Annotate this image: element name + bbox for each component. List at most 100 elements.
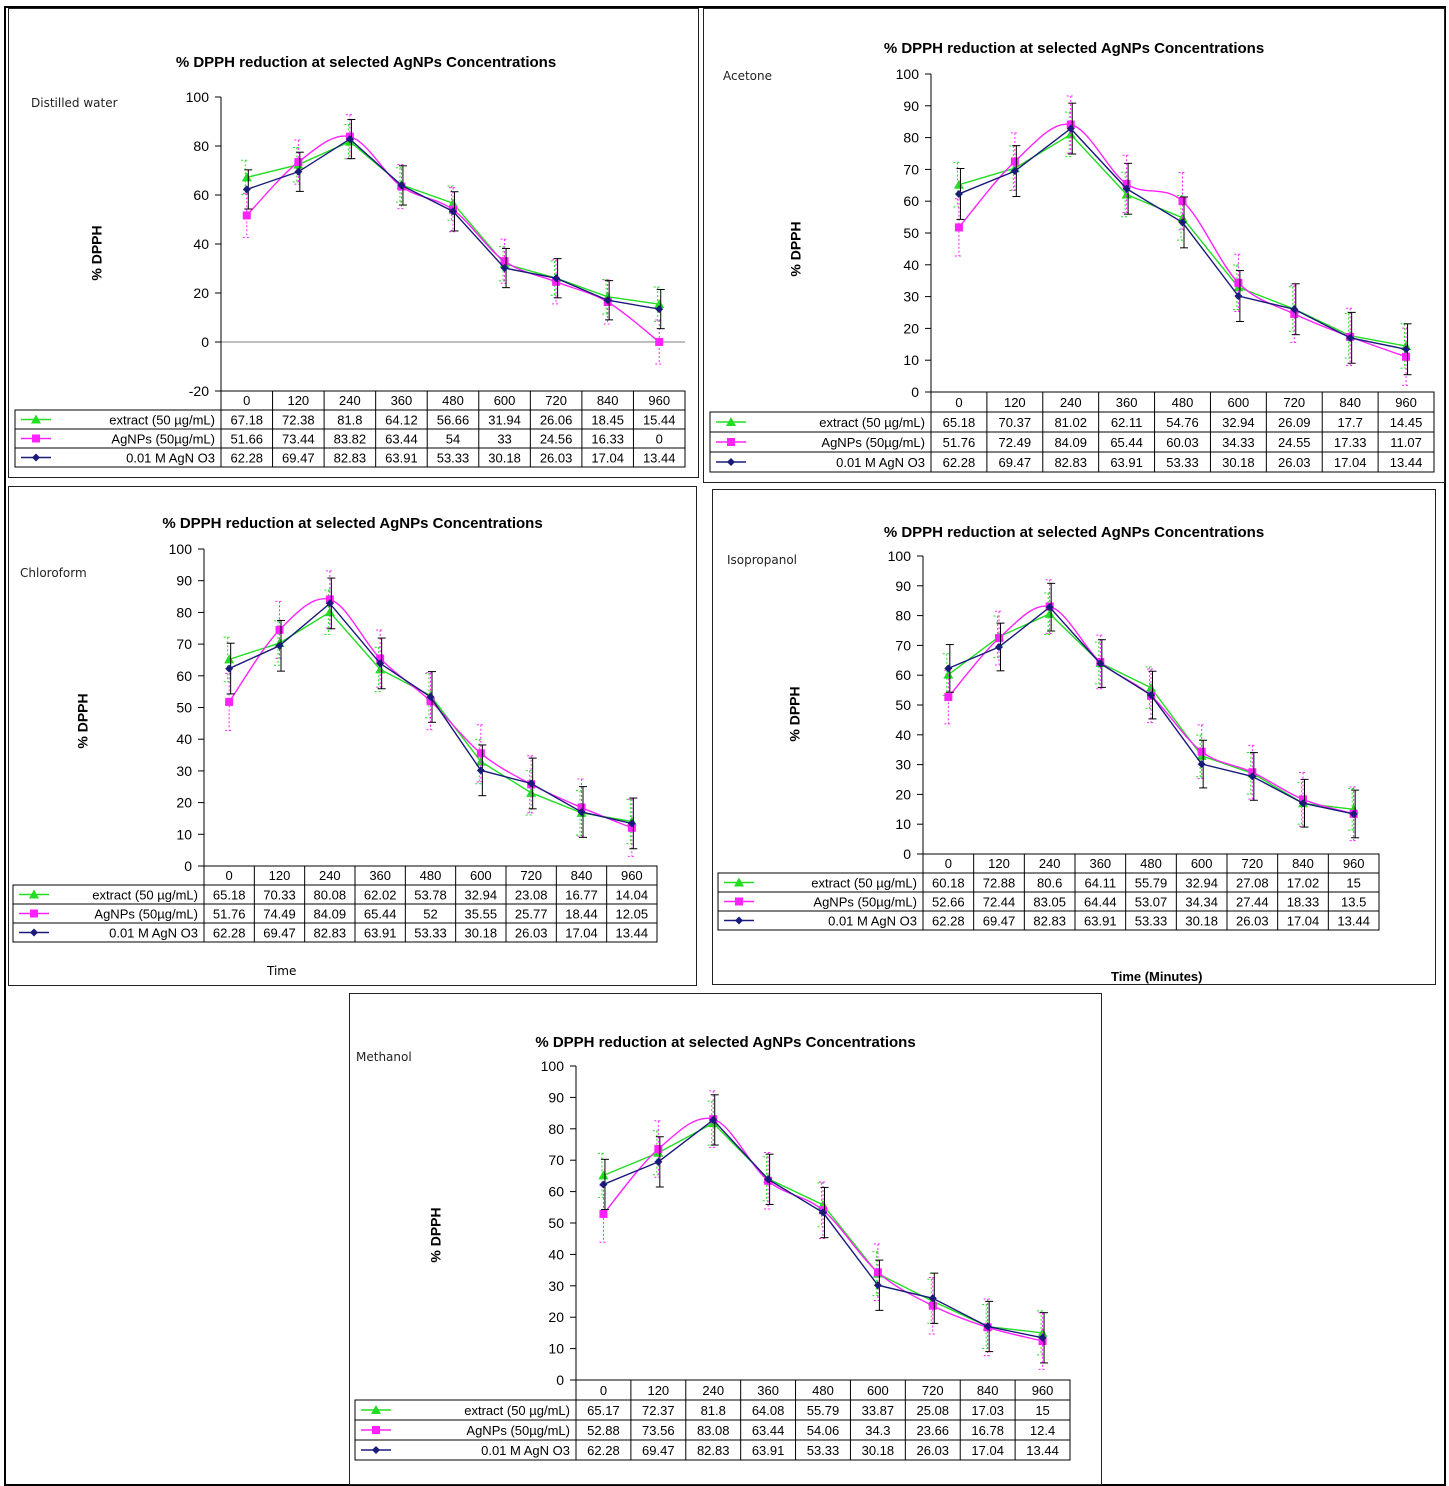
- x-tick-label: 840: [1339, 395, 1361, 410]
- table-cell-value: 72.49: [999, 435, 1032, 450]
- data-point: [1038, 1333, 1047, 1342]
- table-cell-value: 12.05: [616, 907, 649, 922]
- table-cell-value: 62.11: [1111, 415, 1143, 430]
- table-cell-value: 25.77: [515, 907, 548, 922]
- data-point: [1122, 179, 1131, 188]
- table-cell-value: 24.56: [540, 432, 573, 447]
- table-cell-value: 17.04: [1287, 914, 1320, 929]
- data-point: [1197, 760, 1206, 769]
- series-agnps: [599, 1090, 1047, 1370]
- y-tick-label: 40: [193, 236, 209, 252]
- table-cell-value: 14.04: [616, 888, 649, 903]
- y-tick-label: 30: [903, 289, 919, 305]
- table-cell-value: 53.33: [1166, 455, 1199, 470]
- table-cell-value: 69.47: [642, 1443, 675, 1458]
- data-point: [1066, 124, 1075, 133]
- chart-panel-acetone: % DPPH reduction at selected AgNPs Conce…: [703, 8, 1445, 483]
- data-point: [294, 158, 303, 167]
- data-point: [1234, 278, 1243, 287]
- data-point: [552, 274, 561, 283]
- y-tick-label: 50: [903, 225, 919, 241]
- y-tick-label: 50: [548, 1215, 564, 1231]
- y-tick-label: 50: [895, 697, 911, 713]
- table-cell-value: 72.37: [642, 1403, 675, 1418]
- legend-entry: AgNPs (50µg/mL): [813, 895, 917, 910]
- y-tick-label: 80: [176, 604, 192, 620]
- table-cell-value: 83.05: [1033, 895, 1066, 910]
- data-point: [995, 642, 1003, 651]
- table-cell-value: 70.33: [263, 888, 296, 903]
- table-cell-value: 12.4: [1030, 1423, 1055, 1438]
- table-cell-value: 26.03: [515, 926, 548, 941]
- y-tick-label: 60: [903, 193, 919, 209]
- data-point: [599, 1180, 608, 1189]
- y-tick-label: 70: [548, 1152, 564, 1168]
- table-cell-value: 32.94: [1222, 415, 1255, 430]
- table-cell-value: 26.03: [917, 1443, 950, 1458]
- table-cell-value: 83.82: [334, 432, 367, 447]
- chart-svg: -20 0 20 40 60 80 100 0 120 240 360 480 600 720 840 960…: [14, 89, 686, 468]
- x-tick-label: 600: [470, 868, 492, 883]
- data-point: [1290, 309, 1299, 318]
- chart-svg: 0 10 20 30 40 50 60 70 80 90 100 0 120 240 360 480 600 72…: [709, 66, 1435, 473]
- table-cell-value: 16.33: [591, 432, 624, 447]
- table-cell-value: 74.49: [263, 907, 296, 922]
- y-tick-label: 20: [903, 320, 919, 336]
- legend-entry: extract (50 µg/mL): [464, 1403, 570, 1418]
- x-tick-label: 120: [269, 868, 291, 883]
- data-point: [928, 1301, 937, 1310]
- table-cell-value: 27.44: [1236, 895, 1269, 910]
- table-cell-value: 51.66: [231, 432, 264, 447]
- chart-title: % DPPH reduction at selected AgNPs Conce…: [883, 524, 1265, 541]
- y-tick-label: 30: [895, 757, 911, 773]
- table-cell-value: 15: [1346, 876, 1360, 891]
- x-tick-label: 960: [1032, 1383, 1054, 1398]
- y-tick-label: 80: [895, 608, 911, 624]
- data-point: [1178, 218, 1187, 227]
- series-agno3: [242, 118, 665, 330]
- table-cell-value: 26.03: [1236, 914, 1269, 929]
- table-cell-value: 82.83: [1054, 455, 1087, 470]
- legend-key-marker: [30, 928, 38, 937]
- chart-svg: 0 10 20 30 40 50 60 70 80 90 100 0 120 240 360 480 600 72…: [717, 548, 1380, 931]
- data-table: 0 120 240 360 480 600 720 840 960 extract (50 µg/…: [12, 865, 658, 943]
- legend-entry: 0.01 M AgN O3: [836, 455, 925, 470]
- x-tick-label: 720: [1283, 395, 1305, 410]
- x-tick-label: 480: [442, 393, 464, 408]
- x-tick-label: 240: [1060, 395, 1082, 410]
- y-tick-label: 100: [896, 66, 920, 82]
- y-tick-label: 0: [903, 846, 911, 862]
- solvent-label: Methanol: [356, 1050, 412, 1064]
- data-point: [345, 135, 354, 144]
- legend-key-marker: [734, 877, 744, 887]
- table-cell-value: 62.28: [213, 926, 246, 941]
- table-cell-value: 82.83: [697, 1443, 730, 1458]
- data-point: [476, 749, 485, 758]
- data-point: [954, 223, 963, 232]
- table-cell-value: 13.44: [1390, 455, 1423, 470]
- table-cell-value: 72.38: [282, 413, 315, 428]
- data-point: [500, 264, 509, 273]
- table-cell-value: 73.56: [642, 1423, 675, 1438]
- table-cell-value: 65.44: [364, 907, 397, 922]
- table-cell-value: 24.55: [1278, 435, 1311, 450]
- x-tick-label: 840: [977, 1383, 999, 1398]
- data-point: [426, 692, 435, 701]
- series-agnps: [944, 579, 1358, 842]
- data-point: [397, 181, 406, 190]
- series-line: [947, 612, 1354, 810]
- table-cell-value: 63.91: [364, 926, 397, 941]
- x-tick-label: 240: [319, 868, 341, 883]
- x-tick-label: 480: [812, 1383, 834, 1398]
- legend-key-marker: [32, 453, 40, 462]
- legend-entry: 0.01 M AgN O3: [126, 451, 215, 466]
- data-point: [1010, 167, 1019, 176]
- data-point: [819, 1208, 827, 1217]
- x-tick-label: 840: [597, 393, 619, 408]
- table-cell-value: 81.8: [337, 413, 362, 428]
- y-tick-label: 50: [176, 700, 192, 716]
- table-cell-value: 26.06: [540, 413, 573, 428]
- table-cell-value: 55.79: [1135, 876, 1168, 891]
- series-line: [603, 1118, 1043, 1339]
- x-tick-label: 840: [1292, 856, 1314, 871]
